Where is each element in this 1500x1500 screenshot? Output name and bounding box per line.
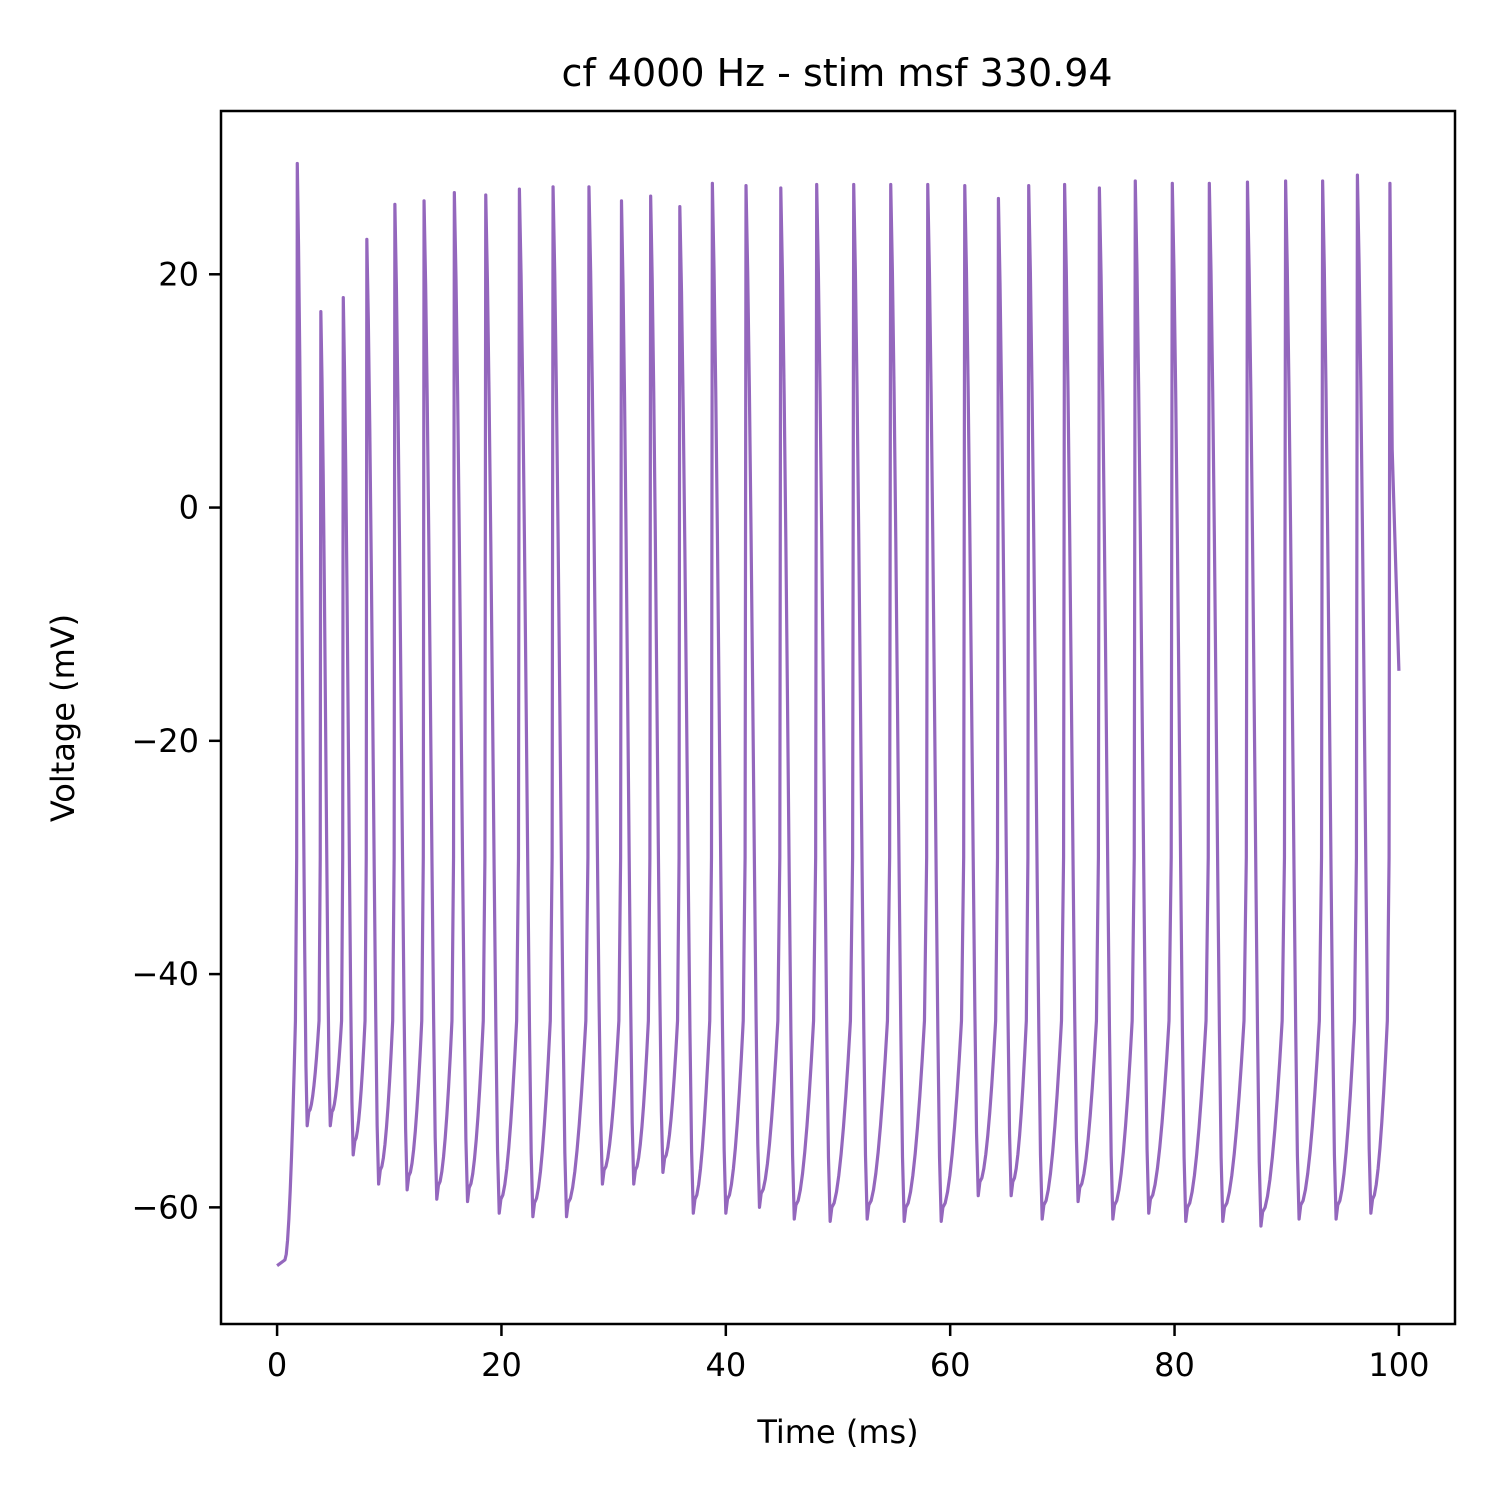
x-tick-label: 100 <box>1368 1346 1429 1384</box>
x-tick-label: 40 <box>705 1346 746 1384</box>
x-tick-label: 20 <box>481 1346 522 1384</box>
voltage-series-line <box>276 161 1401 1267</box>
plot-area <box>276 161 1401 1267</box>
y-tick-label: 20 <box>158 255 199 293</box>
chart-title: cf 4000 Hz - stim msf 330.94 <box>561 51 1112 95</box>
x-tick-label: 60 <box>930 1346 971 1384</box>
y-tick-label: −20 <box>131 722 199 760</box>
x-tick-label: 80 <box>1154 1346 1195 1384</box>
y-axis-label: Voltage (mV) <box>44 614 82 822</box>
axes-frame <box>219 109 1457 1326</box>
x-axis-label: Time (ms) <box>756 1413 918 1451</box>
x-tick-label: 0 <box>267 1346 287 1384</box>
y-tick-label: −60 <box>131 1188 199 1226</box>
y-axis: −60 −40 −20 0 20 <box>131 255 221 1226</box>
y-tick-label: 0 <box>179 489 199 527</box>
x-axis: 0 20 40 60 80 100 <box>267 1324 1429 1384</box>
y-tick-label: −40 <box>131 955 199 993</box>
